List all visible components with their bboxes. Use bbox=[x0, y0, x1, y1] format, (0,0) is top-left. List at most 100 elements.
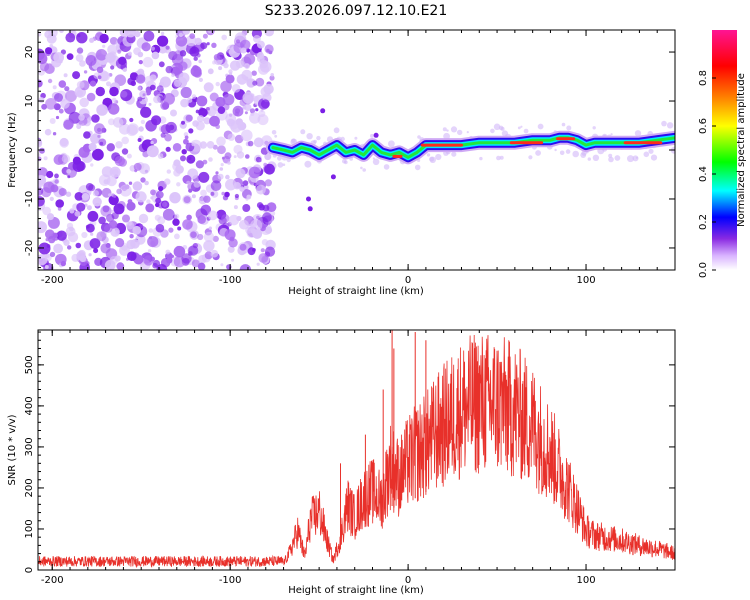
noise-blob bbox=[129, 117, 134, 123]
noise-blob bbox=[59, 137, 69, 147]
noise-blob bbox=[127, 123, 139, 135]
noise-blob bbox=[156, 85, 164, 93]
noise-blob bbox=[58, 188, 67, 196]
snr-frame bbox=[37, 329, 676, 571]
noise-blob bbox=[199, 141, 208, 149]
halo-blob bbox=[443, 132, 450, 140]
noise-blob bbox=[49, 118, 56, 124]
noise-blob bbox=[180, 98, 189, 108]
noise-blob bbox=[207, 210, 218, 221]
noise-blob bbox=[169, 192, 181, 204]
noise-blob bbox=[190, 231, 197, 238]
noise-blob bbox=[269, 75, 275, 81]
noise-blob bbox=[186, 180, 191, 185]
noise-blob bbox=[76, 90, 83, 97]
noise-blob bbox=[75, 242, 82, 249]
noise-blob bbox=[227, 161, 231, 165]
noise-blob bbox=[155, 197, 162, 204]
noise-blob bbox=[108, 194, 119, 206]
colorbar-label: Normalized spectral amplitude bbox=[736, 73, 747, 227]
noise-blob bbox=[191, 142, 196, 147]
halo-blob bbox=[592, 126, 596, 130]
noise-blob bbox=[206, 42, 210, 46]
noise-blob bbox=[128, 181, 133, 185]
noise-blob bbox=[137, 96, 143, 102]
noise-blob bbox=[53, 52, 64, 63]
noise-blob bbox=[87, 210, 99, 222]
noise-blob bbox=[45, 98, 57, 110]
noise-blob bbox=[79, 97, 89, 108]
noise-blob bbox=[210, 249, 219, 258]
noise-blob bbox=[184, 135, 189, 140]
noise-blob bbox=[205, 107, 210, 111]
noise-blob bbox=[260, 99, 270, 109]
noise-blob bbox=[150, 196, 154, 200]
noise-blob bbox=[150, 189, 156, 196]
noise-blob bbox=[138, 213, 149, 224]
noise-blob bbox=[249, 112, 261, 124]
y-tick-label: -10 bbox=[24, 191, 35, 207]
noise-blob bbox=[127, 51, 132, 56]
noise-blob bbox=[47, 78, 53, 84]
noise-blob bbox=[95, 86, 106, 97]
halo-blob bbox=[479, 156, 483, 161]
noise-blob bbox=[110, 65, 115, 70]
noise-blob bbox=[90, 232, 94, 236]
halo-blob bbox=[666, 122, 674, 129]
noise-blob bbox=[100, 71, 110, 82]
halo-blob bbox=[592, 154, 600, 161]
noise-blob bbox=[99, 141, 104, 146]
noise-blob bbox=[38, 79, 43, 88]
halo-blob bbox=[426, 153, 431, 157]
noise-blob bbox=[191, 194, 196, 199]
noise-blob bbox=[57, 207, 62, 211]
noise-blob bbox=[86, 205, 92, 211]
noise-blob bbox=[239, 186, 245, 192]
noise-blob bbox=[72, 160, 85, 173]
noise-blob bbox=[140, 119, 146, 125]
noise-blob bbox=[165, 45, 170, 50]
noise-blob bbox=[138, 143, 148, 153]
noise-blob bbox=[197, 233, 204, 241]
y-tick-label: 0 bbox=[24, 147, 35, 153]
noise-blob bbox=[240, 123, 246, 129]
noise-blob bbox=[242, 180, 249, 186]
noise-blob bbox=[114, 230, 120, 235]
y-tick-label: -20 bbox=[24, 240, 35, 256]
noise-blob bbox=[270, 73, 275, 77]
noise-blob bbox=[244, 63, 250, 69]
halo-blob bbox=[342, 158, 347, 164]
halo-blob bbox=[587, 157, 591, 161]
noise-blob bbox=[119, 123, 131, 135]
noise-blob bbox=[49, 196, 54, 201]
noise-blob bbox=[113, 194, 117, 198]
noise-blob bbox=[157, 216, 166, 225]
noise-blob bbox=[147, 249, 152, 253]
noise-blob bbox=[222, 195, 229, 201]
noise-blob bbox=[181, 253, 192, 264]
noise-blob bbox=[143, 30, 155, 42]
noise-blob bbox=[173, 79, 182, 88]
colorbar-axes: 0.0 0.2 0.4 0.6 0.8 bbox=[698, 70, 716, 278]
noise-blob bbox=[193, 180, 201, 188]
noise-blob bbox=[180, 86, 192, 99]
noise-blob bbox=[148, 102, 152, 106]
noise-blob bbox=[192, 120, 199, 127]
noise-blob bbox=[58, 80, 67, 88]
noise-blob bbox=[132, 225, 141, 235]
noise-blob bbox=[215, 81, 220, 87]
noise-blob bbox=[63, 119, 74, 130]
noise-blob bbox=[181, 120, 185, 125]
noise-blob bbox=[155, 202, 160, 208]
noise-blob bbox=[225, 174, 230, 180]
noise-blob bbox=[158, 186, 164, 192]
noise-blob bbox=[260, 108, 264, 112]
noise-blob bbox=[60, 99, 70, 109]
noise-blob bbox=[48, 235, 56, 244]
noise-blob bbox=[164, 178, 171, 185]
noise-blob bbox=[88, 142, 97, 151]
x-tick-label: -100 bbox=[219, 575, 242, 586]
noise-blob bbox=[38, 175, 47, 185]
x-tick-label: 0 bbox=[405, 575, 411, 586]
halo-blob bbox=[559, 150, 565, 156]
